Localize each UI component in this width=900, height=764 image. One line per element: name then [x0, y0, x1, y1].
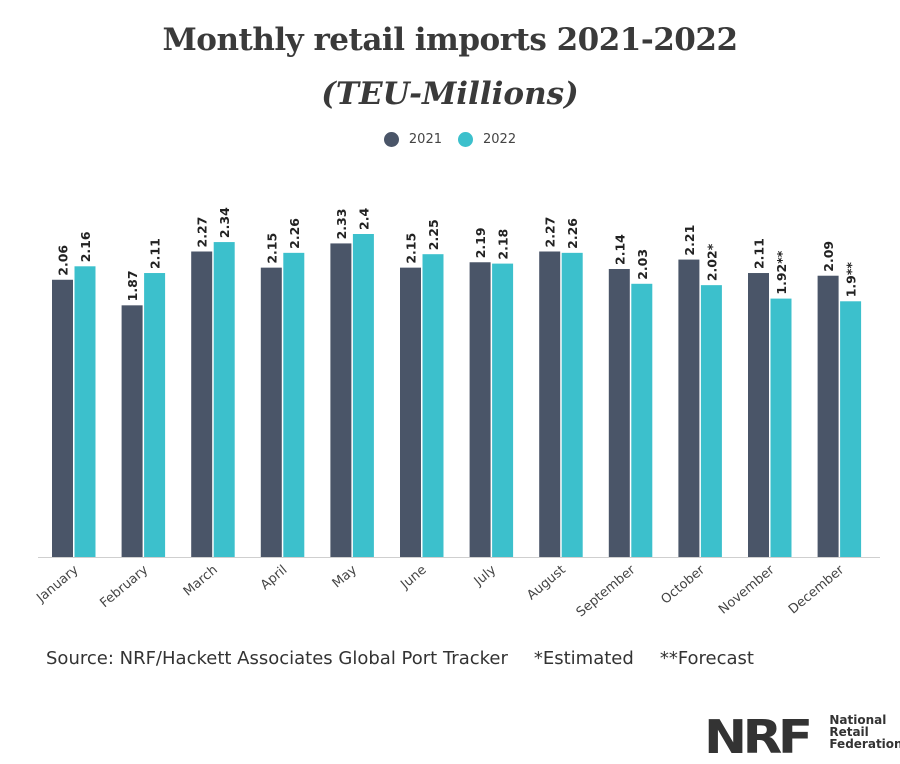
- logo-line-3: Federation: [829, 737, 900, 751]
- data-label-2021-may: 2.33: [334, 209, 349, 240]
- bar-2022-february: [144, 273, 166, 557]
- bar-2021-february: [121, 305, 143, 557]
- data-label-2022-september: 2.03: [635, 249, 650, 280]
- data-label-2021-august: 2.27: [543, 217, 558, 248]
- logo-line-1: National: [829, 713, 887, 727]
- x-tick-label-may: May: [330, 562, 360, 591]
- data-label-2022-january: 2.16: [78, 231, 93, 262]
- bar-2022-september: [631, 283, 653, 557]
- estimated-note: *Estimated: [533, 648, 634, 669]
- source-text: Source: NRF/Hackett Associates Global Po…: [46, 648, 508, 669]
- data-label-2022-october: 2.02*: [704, 243, 719, 281]
- bar-2021-december: [817, 275, 839, 557]
- x-tick-label-july: July: [471, 562, 500, 589]
- data-label-2021-march: 2.27: [195, 217, 210, 248]
- data-label-2022-march: 2.34: [217, 207, 232, 238]
- x-tick-label-october: October: [658, 562, 708, 607]
- chart-subtitle: (TEU-Millions): [321, 76, 579, 112]
- data-label-2021-december: 2.09: [821, 241, 836, 272]
- legend-item-2022: 2022: [458, 132, 516, 147]
- logo-line-2: Retail: [829, 725, 869, 739]
- bar-2022-november: [770, 298, 792, 557]
- logo-fullname: National Retail Federation: [829, 714, 900, 750]
- bar-2022-march: [213, 242, 235, 557]
- data-label-2022-june: 2.25: [426, 219, 441, 250]
- bar-2021-october: [678, 259, 700, 557]
- x-tick-label-december: December: [786, 562, 848, 617]
- data-label-2022-december: 1.9**: [844, 262, 859, 298]
- x-tick-label-january: January: [33, 562, 81, 606]
- data-label-2022-november: 1.92**: [774, 250, 789, 294]
- bar-2022-july: [492, 263, 514, 557]
- bar-2022-january: [74, 266, 96, 557]
- bar-2021-june: [400, 267, 421, 557]
- data-label-2022-july: 2.18: [496, 229, 511, 260]
- chart-legend: 2021 2022: [0, 132, 900, 147]
- x-tick-label-april: April: [258, 563, 290, 594]
- data-label-2021-september: 2.14: [612, 234, 627, 265]
- x-tick-label-august: August: [524, 563, 568, 604]
- x-tick-label-june: June: [397, 563, 429, 593]
- legend-dot-2022-icon: [458, 132, 473, 147]
- nrf-logo: NRF National Retail Federation: [704, 714, 900, 760]
- x-tick-label-september: September: [574, 562, 639, 620]
- data-label-2021-january: 2.06: [56, 245, 71, 276]
- bar-2021-april: [260, 267, 282, 557]
- chart-title: Monthly retail imports 2021-2022: [162, 22, 738, 58]
- bar-2021-march: [191, 251, 213, 557]
- data-label-2021-november: 2.11: [752, 238, 767, 269]
- bar-2022-may: [352, 234, 374, 557]
- bar-2021-july: [469, 262, 491, 557]
- bar-2021-august: [539, 251, 561, 557]
- forecast-note: **Forecast: [659, 648, 754, 669]
- x-tick-label-november: November: [716, 562, 778, 617]
- logo-abbr: NRF: [704, 710, 813, 764]
- data-label-2021-june: 2.15: [404, 233, 419, 264]
- data-label-2022-august: 2.26: [565, 218, 580, 249]
- data-label-2022-may: 2.4: [356, 208, 371, 230]
- x-tick-label-march: March: [181, 563, 221, 600]
- data-label-2021-april: 2.15: [264, 233, 279, 264]
- bar-2022-june: [422, 254, 444, 557]
- bar-2021-september: [608, 268, 630, 557]
- legend-label-2022: 2022: [483, 132, 517, 147]
- bar-2022-december: [840, 301, 862, 557]
- bar-2021-may: [330, 243, 352, 557]
- legend-item-2021: 2021: [383, 132, 442, 147]
- data-label-2022-april: 2.26: [287, 218, 302, 249]
- source-note: Source: NRF/Hackett Associates Global Po…: [46, 648, 780, 669]
- data-label-2022-february: 2.11: [148, 238, 163, 269]
- data-label-2021-october: 2.21: [682, 225, 697, 256]
- bar-2022-april: [283, 252, 305, 557]
- legend-label-2021: 2021: [408, 132, 442, 147]
- bar-2022-august: [561, 252, 583, 557]
- bar-2022-october: [700, 285, 722, 557]
- x-tick-label-february: February: [97, 562, 151, 611]
- bar-2021-november: [748, 273, 769, 557]
- bar-2021-january: [52, 279, 73, 557]
- legend-dot-2021-icon: [383, 132, 399, 147]
- data-label-2021-february: 1.87: [125, 270, 140, 301]
- data-label-2021-july: 2.19: [473, 227, 488, 258]
